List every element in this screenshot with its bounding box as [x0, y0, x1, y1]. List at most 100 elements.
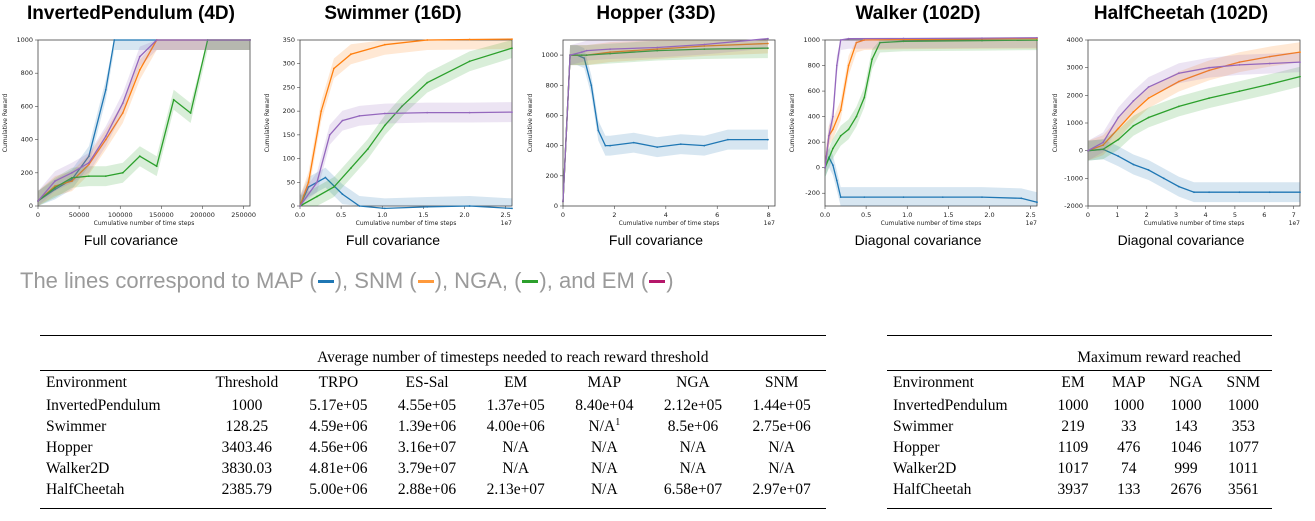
band-snm: [1088, 42, 1300, 161]
series-line-em: [562, 37, 768, 202]
data-point-map: [88, 155, 90, 158]
data-point-nga: [400, 105, 403, 108]
x-tick-label: 0: [1086, 211, 1090, 219]
x-tick-label: 6: [1262, 211, 1266, 219]
data-point-snm: [1268, 55, 1271, 58]
data-point-snm: [609, 51, 611, 53]
data-point-em: [1178, 72, 1180, 75]
table-cell: 1017: [1057, 459, 1089, 477]
table-cell: N/A: [590, 480, 618, 498]
y-tick-label: 50: [287, 178, 295, 186]
y-tick-label: 4000: [1066, 36, 1083, 44]
data-point-map: [679, 143, 682, 145]
data-point-nga: [511, 47, 513, 49]
x-tick-label: 1.0: [902, 211, 912, 219]
x-axis-exponent: 1e7: [1026, 220, 1038, 226]
data-point-em: [383, 112, 386, 115]
legend-sentence: The lines correspond to MAP (), SNM (), …: [20, 268, 674, 294]
data-point-nga: [138, 155, 141, 158]
data-point-em: [511, 111, 513, 113]
data-point-nga: [1102, 148, 1104, 151]
data-point-em: [609, 48, 611, 50]
y-tick-label: 200: [21, 169, 33, 177]
data-point-snm: [1117, 127, 1120, 130]
table-cell: 1000: [231, 396, 263, 414]
data-point-em: [981, 37, 983, 39]
column-header: NGA: [676, 374, 710, 391]
data-point-map: [1020, 197, 1023, 200]
table-cell: 1109: [1057, 438, 1089, 456]
data-point-snm: [863, 39, 866, 41]
column-header: NGA: [1169, 374, 1203, 391]
data-point-map: [835, 179, 838, 182]
table-cell: 133: [1117, 480, 1141, 498]
x-axis-exponent: 1e7: [501, 220, 513, 226]
table-cell: 1.44e+05: [752, 396, 811, 414]
band-map: [300, 167, 512, 206]
data-point-nga: [767, 47, 769, 49]
data-point-snm: [855, 41, 858, 44]
data-point-nga: [879, 41, 881, 44]
data-point-snm: [1147, 97, 1150, 99]
data-point-snm: [1299, 51, 1301, 53]
data-point-nga: [580, 54, 583, 56]
data-point-map: [981, 196, 983, 199]
data-point-map: [863, 196, 866, 199]
data-point-em: [569, 54, 571, 56]
data-point-snm: [426, 39, 429, 41]
data-point-nga: [585, 54, 588, 56]
y-tick-label: 1000: [803, 36, 820, 44]
y-tick-label: 600: [808, 87, 820, 95]
timesteps-table: Average number of timesteps needed to re…: [40, 335, 826, 509]
table-cell: 3830.03: [221, 459, 273, 477]
y-tick-label: 600: [21, 102, 33, 110]
plot-caption: Full covariance: [345, 232, 441, 248]
data-point-em: [299, 205, 301, 207]
table-cell: N/A: [590, 459, 618, 477]
data-point-nga: [1238, 90, 1241, 93]
data-point-em: [104, 135, 107, 138]
data-point-map: [839, 196, 842, 199]
data-point-map: [767, 138, 769, 141]
table-cell: 3937: [1057, 480, 1089, 498]
legend-swatch-em: [649, 279, 666, 283]
x-axis-label: Cumulative number of time steps: [1144, 220, 1245, 226]
data-point-map: [703, 144, 706, 147]
x-axis-label: Cumulative number of time steps: [356, 220, 457, 226]
data-point-map: [358, 205, 361, 207]
data-point-map: [1117, 155, 1120, 158]
plot-title: Walker (102D): [855, 3, 981, 24]
data-point-nga: [71, 176, 73, 179]
x-axis-exponent: 1e7: [1289, 220, 1301, 226]
band-nga: [300, 40, 512, 206]
y-tick-label: 600: [546, 111, 558, 119]
table-cell: 353: [1231, 417, 1255, 435]
x-tick-label: 0.0: [295, 211, 305, 219]
data-point-nga: [1208, 97, 1210, 99]
series-line-nga: [37, 39, 250, 202]
y-axis-label: Cumulative Reward: [2, 94, 9, 153]
y-tick-label: 400: [21, 136, 33, 144]
plot-panel-walker: Walker (102D) 0.0 0.5 1.0 1.5 2.0 2.5 -200 0 200…: [787, 0, 1049, 260]
column-header: ES-Sal: [405, 374, 449, 391]
x-tick-label: 1.5: [943, 211, 953, 219]
table-cell: 3.16e+07: [397, 438, 457, 456]
data-point-nga: [902, 40, 905, 43]
data-point-snm: [1102, 144, 1104, 146]
data-point-nga: [839, 134, 842, 137]
data-point-map: [1162, 177, 1165, 180]
y-axis-label: Cumulative Reward: [1052, 94, 1059, 153]
data-point-nga: [468, 60, 471, 63]
y-tick-label: 1000: [16, 36, 33, 44]
y-tick-label: -1000: [1064, 174, 1083, 182]
data-point-em: [1087, 149, 1089, 152]
y-tick-label: 1000: [1066, 119, 1083, 127]
data-point-snm: [350, 53, 352, 56]
data-point-snm: [1238, 61, 1241, 63]
legend-prefix: The lines correspond to MAP (: [20, 268, 317, 293]
x-tick-label: 0: [36, 211, 40, 219]
x-tick-label: 1.5: [418, 211, 428, 219]
plot-halfcheetah: 0 1 2 3 4 5 6 7 -2000 -1000 0 1000 2000 3000 4000 Cumul…: [1052, 36, 1301, 226]
table-row: HalfCheetah 3937 133 2676 3561: [887, 479, 1272, 500]
x-tick-label: 250000: [231, 211, 256, 219]
